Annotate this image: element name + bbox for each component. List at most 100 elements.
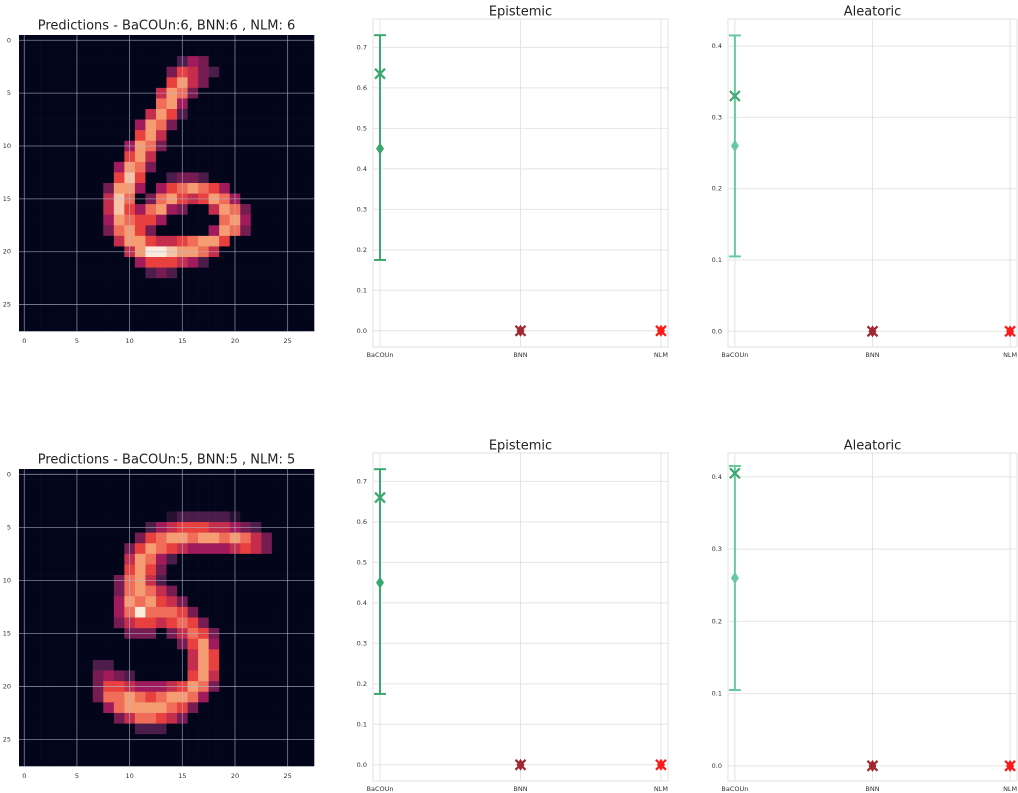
pixel <box>208 511 220 523</box>
pixel <box>250 649 262 661</box>
pixel <box>303 712 315 724</box>
pixel <box>40 267 51 279</box>
pixel <box>155 225 167 237</box>
pixel <box>240 119 252 131</box>
pixel <box>250 257 262 268</box>
pixel <box>61 617 72 629</box>
pixel <box>134 596 146 608</box>
pixel <box>219 320 231 332</box>
pixel <box>303 320 315 332</box>
pixel <box>292 702 304 714</box>
pixel <box>40 45 51 57</box>
heatmap-panel <box>19 469 315 767</box>
x-marker <box>374 491 386 504</box>
pixel <box>166 204 178 216</box>
pixel <box>50 511 62 523</box>
pixel <box>166 77 178 89</box>
pixel <box>219 596 231 608</box>
pixel <box>240 755 252 767</box>
pixel <box>240 606 252 618</box>
pixel <box>113 225 125 237</box>
pixel <box>219 172 231 184</box>
pixel <box>61 490 72 502</box>
pixel <box>250 320 262 332</box>
pixel <box>50 490 62 502</box>
pixel <box>261 66 273 78</box>
y-tick-label: 0.7 <box>357 43 367 51</box>
pixel <box>261 109 273 120</box>
pixel <box>198 691 209 703</box>
pixel <box>155 543 167 555</box>
pixel <box>187 267 199 279</box>
pixel <box>240 670 252 682</box>
pixel <box>103 723 115 735</box>
pixel <box>155 56 167 68</box>
pixel <box>145 45 157 57</box>
pixel <box>103 225 115 237</box>
pixel <box>92 564 104 576</box>
pixel <box>208 755 220 767</box>
pixel <box>50 130 62 142</box>
y-tick-label: 0.4 <box>712 42 722 50</box>
pixel <box>187 56 199 68</box>
pixel <box>250 225 262 237</box>
pixel <box>261 712 273 724</box>
pixel <box>187 532 199 544</box>
pixel <box>166 119 178 131</box>
pixel <box>92 659 104 671</box>
pixel <box>208 161 220 173</box>
pixel <box>113 744 125 756</box>
pixel <box>303 659 315 671</box>
pixel <box>240 309 252 321</box>
pixel <box>240 702 252 714</box>
pixel <box>292 744 304 756</box>
pixel <box>134 712 146 724</box>
pixel <box>134 320 146 332</box>
pixel <box>271 500 283 512</box>
pixel <box>187 183 199 194</box>
pixel <box>250 214 262 226</box>
pixel <box>261 744 273 756</box>
pixel <box>50 309 62 321</box>
pixel <box>303 543 315 555</box>
pixel <box>187 98 199 110</box>
pixel <box>40 723 51 735</box>
pixel <box>250 691 262 703</box>
pixel <box>303 606 315 618</box>
pixel <box>166 278 178 290</box>
pixel <box>29 500 41 512</box>
pixel <box>261 638 273 650</box>
pixel <box>271 553 283 565</box>
pixel <box>261 532 273 544</box>
pixel <box>187 151 199 163</box>
pixel <box>250 670 262 682</box>
pixel <box>292 225 304 237</box>
pixel <box>50 638 62 650</box>
x-tick-label: 10 <box>125 772 133 780</box>
pixel <box>250 638 262 650</box>
pixel <box>240 490 252 502</box>
diamond-marker <box>376 142 385 155</box>
pixel <box>113 585 125 597</box>
pixel <box>145 564 157 576</box>
pixel <box>240 151 252 163</box>
pixel <box>92 77 104 89</box>
pixel <box>50 267 62 279</box>
pixel <box>155 755 167 767</box>
pixel <box>61 723 72 735</box>
pixel <box>134 66 146 78</box>
pixel <box>134 755 146 767</box>
pixel <box>187 744 199 756</box>
pixel <box>92 712 104 724</box>
pixel <box>155 691 167 703</box>
pixel <box>208 119 220 131</box>
pixel <box>92 161 104 173</box>
y-tick-label: 0.1 <box>357 286 367 294</box>
pixel <box>292 161 304 173</box>
pixel <box>198 77 209 89</box>
pixel <box>82 320 94 332</box>
pixel <box>198 659 209 671</box>
pixel <box>271 490 283 502</box>
pixel <box>40 204 51 216</box>
pixel <box>208 638 220 650</box>
